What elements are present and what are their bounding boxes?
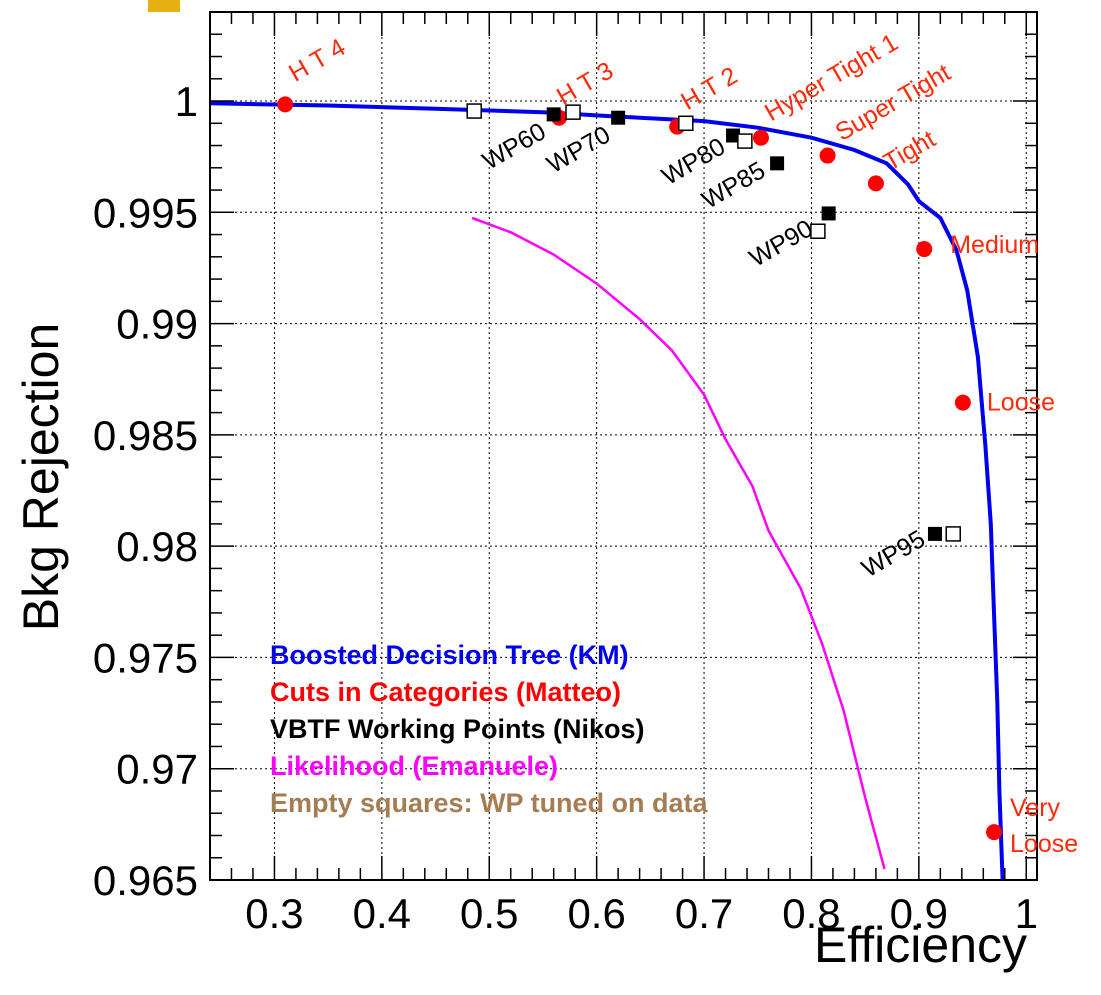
point-label-cuts: Loose xyxy=(987,389,1055,417)
point-data_tuned xyxy=(678,115,694,132)
x-tick-label: 0.5 xyxy=(460,890,518,937)
point-vbtf xyxy=(726,128,741,143)
point-cuts xyxy=(916,241,933,258)
point-data_tuned xyxy=(810,223,826,239)
point-vbtf xyxy=(546,107,561,122)
point-label-vbtf: WP95 xyxy=(857,525,930,583)
tick-labels: 0.3 0.4 0.5 0.6 0.7 0.8 0.9 1 0.965 0.97 0.975 0.98… xyxy=(93,78,1038,937)
legend: Boosted Decision Tree (KM) Cuts in Catego… xyxy=(270,640,709,818)
point-label-cuts: H T 2 xyxy=(676,61,742,115)
x-tick-label: 0.4 xyxy=(353,890,411,937)
point-label-vbtf: WP90 xyxy=(745,214,818,272)
axis-ticks xyxy=(209,11,1037,881)
point-cuts xyxy=(752,129,769,146)
y-tick-label: 1 xyxy=(175,78,198,125)
legend-entry: VBTF Working Points (Nikos) xyxy=(270,714,645,744)
point-label-vbtf: WP70 xyxy=(542,121,615,179)
logo-corner-mark xyxy=(148,0,180,12)
series-line-likelihood xyxy=(471,216,886,870)
point-cuts xyxy=(954,394,971,411)
point-cuts xyxy=(986,824,1003,841)
y-tick-label: 0.995 xyxy=(93,189,198,236)
point-vbtf xyxy=(821,206,836,221)
x-axis-title: Efficiency xyxy=(814,917,1027,973)
y-tick-label: 0.975 xyxy=(93,634,198,681)
x-tick-label: 0.6 xyxy=(567,890,625,937)
x-tick-label: 1 xyxy=(1015,890,1038,937)
x-tick-label: 0.8 xyxy=(782,890,840,937)
point-data_tuned xyxy=(466,103,482,119)
markers xyxy=(277,96,1003,841)
x-tick-label: 0.7 xyxy=(675,890,733,937)
point-cuts xyxy=(867,175,884,192)
point-label-cuts: H T 4 xyxy=(284,33,350,87)
y-tick-label: 0.99 xyxy=(116,301,198,348)
point-vbtf xyxy=(770,156,785,171)
x-tick-label: 0.3 xyxy=(245,890,303,937)
point-label-cuts: H T 3 xyxy=(552,57,618,111)
point-label-cuts: Very xyxy=(1010,794,1061,822)
legend-entry: Cuts in Categories (Matteo) xyxy=(270,677,621,707)
plot-frame xyxy=(209,11,1038,881)
point-label-cuts: Tight xyxy=(879,125,940,177)
point-data_tuned xyxy=(945,526,961,542)
x-tick-label: 0.9 xyxy=(890,890,948,937)
y-tick-label: 0.985 xyxy=(93,412,198,459)
point-vbtf xyxy=(927,526,942,541)
legend-entry: Boosted Decision Tree (KM) xyxy=(270,640,629,670)
plot-border xyxy=(209,11,1038,881)
point-cuts xyxy=(819,147,836,164)
point-cuts xyxy=(277,96,294,113)
point-vbtf xyxy=(611,110,626,125)
y-tick-label: 0.965 xyxy=(93,857,198,904)
point-label-vbtf: WP60 xyxy=(478,117,551,175)
y-tick-label: 0.97 xyxy=(116,746,198,793)
point-data_tuned xyxy=(737,133,753,149)
point-label-cuts: Loose xyxy=(1010,830,1078,858)
point-data_tuned xyxy=(565,104,581,120)
point-label-cuts: Medium xyxy=(950,231,1039,259)
legend-entry: Empty squares: WP tuned on data xyxy=(270,788,709,818)
legend-entry: Likelihood (Emanuele) xyxy=(270,751,558,781)
y-tick-label: 0.98 xyxy=(116,523,198,570)
y-axis-title: Bkg Rejection xyxy=(13,323,69,632)
